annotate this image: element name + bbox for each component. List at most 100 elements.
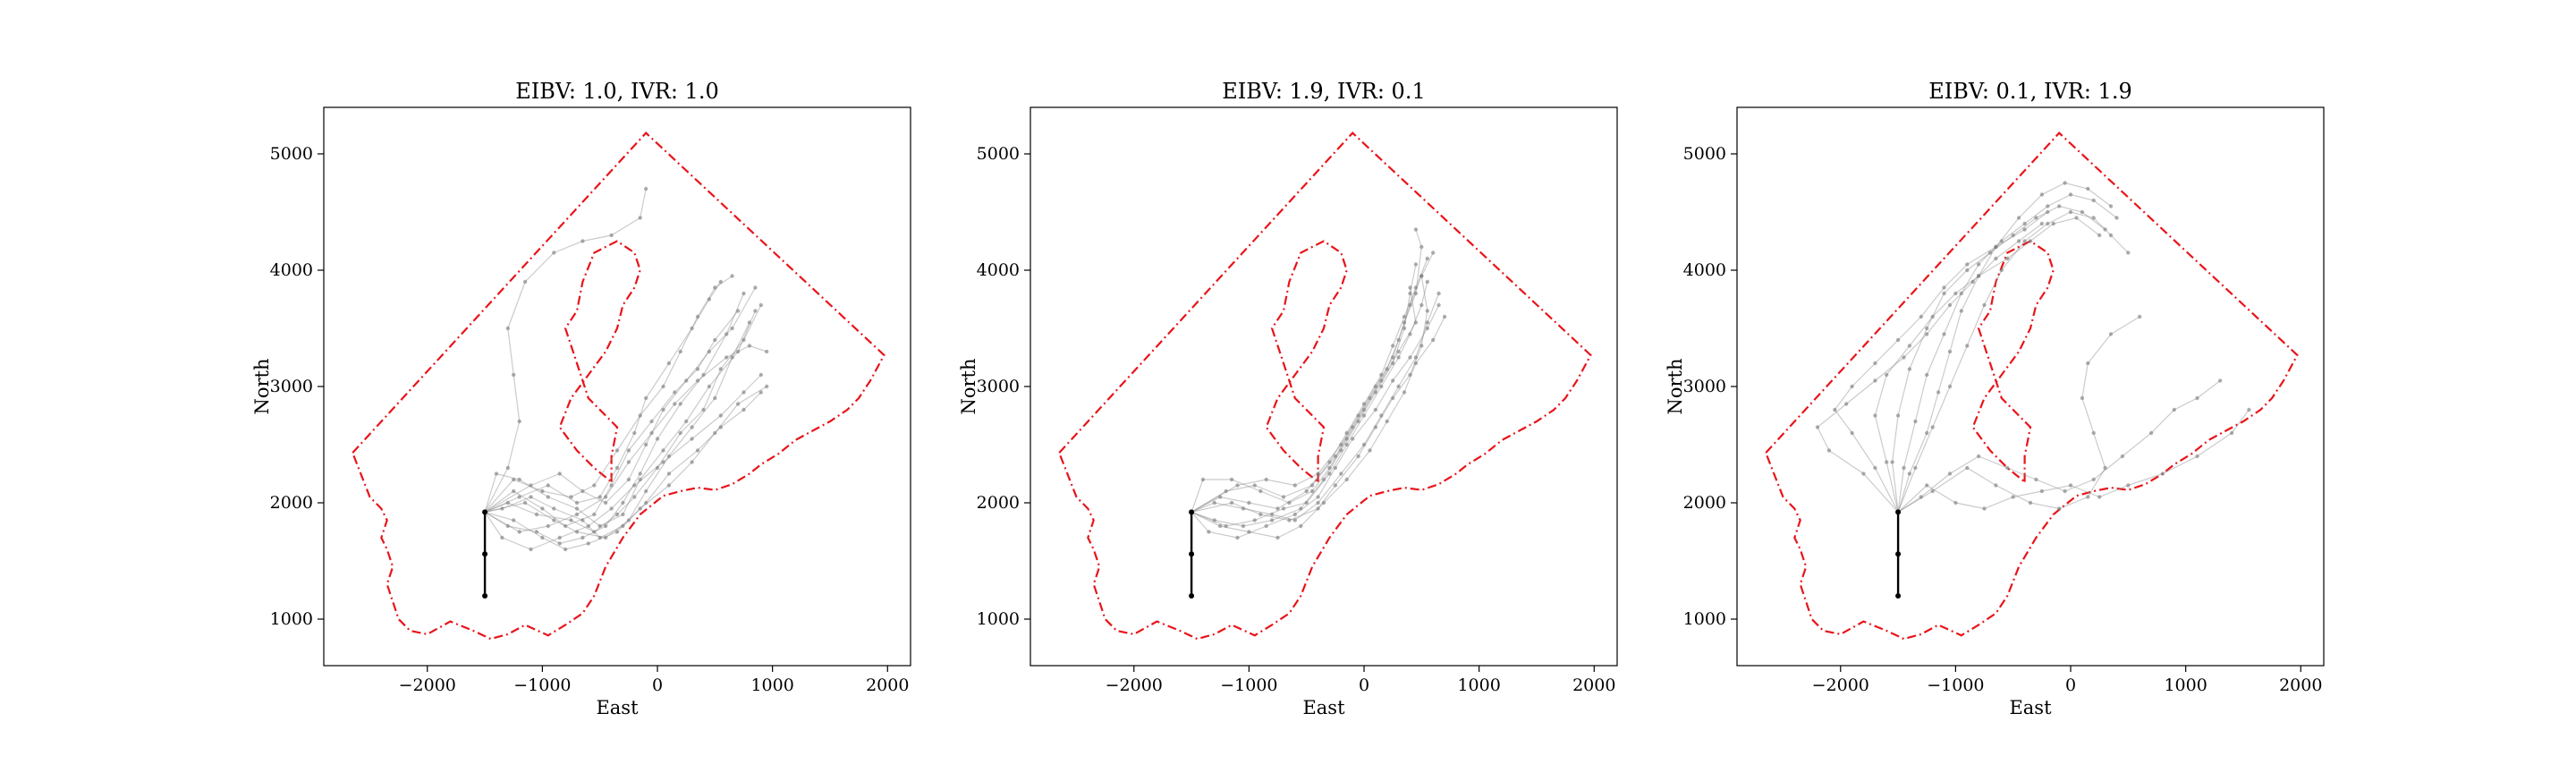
trajectory-point bbox=[1373, 407, 1378, 412]
y-tick-label: 2000 bbox=[977, 493, 1020, 513]
trajectory-point bbox=[1224, 488, 1228, 494]
trajectory-point bbox=[1408, 332, 1412, 336]
trajectory-point bbox=[1321, 477, 1326, 482]
trajectory-point bbox=[621, 512, 625, 517]
x-tick-label: 1000 bbox=[750, 675, 793, 695]
y-tick-label: 4000 bbox=[270, 260, 313, 280]
trajectory-point bbox=[1902, 355, 1906, 360]
trajectory-point bbox=[1224, 523, 1228, 529]
trajectory-point bbox=[2097, 233, 2102, 238]
trajectory-point bbox=[557, 471, 562, 476]
trajectory-point bbox=[574, 512, 580, 517]
trajectory bbox=[482, 186, 648, 514]
trajectory-point bbox=[2005, 465, 2010, 471]
trajectory-point bbox=[1241, 523, 1246, 529]
trajectory-point bbox=[2051, 221, 2055, 226]
trajectory-point bbox=[1402, 326, 1407, 331]
trajectory-point bbox=[1408, 372, 1412, 378]
trajectory-point bbox=[2172, 407, 2176, 412]
trajectory-line bbox=[484, 322, 750, 539]
x-tick-label: 0 bbox=[652, 675, 663, 695]
trajectory-point bbox=[701, 372, 706, 378]
trajectory-point bbox=[1391, 395, 1395, 401]
trajectory-point bbox=[1402, 390, 1407, 395]
trajectory-point bbox=[1235, 483, 1240, 488]
trajectory-point bbox=[1258, 488, 1263, 494]
trajectory-point bbox=[707, 384, 712, 389]
trajectory-point bbox=[505, 500, 510, 505]
boundary-inner-loop bbox=[1265, 240, 1348, 483]
trajectory-point bbox=[1396, 337, 1401, 343]
trajectory-point bbox=[1413, 285, 1419, 290]
trajectory-point bbox=[661, 407, 665, 412]
trajectory-point bbox=[1379, 384, 1384, 389]
trajectory-point bbox=[563, 523, 568, 529]
trajectory-point bbox=[1207, 530, 1211, 534]
trajectory-point bbox=[1930, 314, 1935, 319]
trajectory-point bbox=[1890, 460, 1894, 464]
trajectory-point bbox=[1436, 291, 1441, 296]
trajectory-point bbox=[1396, 384, 1401, 389]
trajectory-point bbox=[597, 535, 602, 540]
trajectory-point bbox=[1873, 378, 1877, 383]
trajectory-point bbox=[1442, 314, 1447, 319]
start-path-point bbox=[1189, 593, 1195, 599]
trajectory-point bbox=[2028, 239, 2033, 243]
x-tick-label: −1000 bbox=[1927, 675, 1984, 695]
trajectory-point bbox=[505, 465, 510, 471]
trajectory-point bbox=[1850, 430, 1854, 436]
trajectory-point bbox=[695, 448, 700, 453]
trajectory-point bbox=[713, 337, 717, 343]
trajectory-line bbox=[484, 386, 767, 550]
trajectory-point bbox=[1965, 344, 1970, 348]
trajectory-point bbox=[632, 430, 637, 436]
x-tick-label: 1000 bbox=[2164, 675, 2207, 695]
trajectory-point bbox=[1895, 337, 1901, 343]
trajectory-point bbox=[1907, 367, 1912, 371]
trajectory-point bbox=[1373, 390, 1378, 395]
trajectory-point bbox=[1419, 302, 1424, 308]
trajectory-point bbox=[614, 512, 620, 517]
trajectory-point bbox=[2039, 221, 2045, 226]
trajectory-point bbox=[2091, 477, 2096, 482]
trajectory-point bbox=[574, 500, 580, 505]
trajectory-point bbox=[718, 279, 723, 285]
trajectory-point bbox=[1252, 483, 1258, 488]
trajectory-point bbox=[1913, 419, 1918, 424]
trajectory-point bbox=[522, 279, 528, 285]
trajectory-point bbox=[1287, 500, 1292, 505]
trajectory-point bbox=[1873, 465, 1877, 471]
trajectory-point bbox=[1252, 518, 1258, 522]
trajectory-point bbox=[529, 495, 533, 499]
trajectory-point bbox=[505, 523, 510, 529]
trajectory-point bbox=[1200, 477, 1206, 482]
trajectory-point bbox=[1351, 425, 1355, 429]
trajectory-point bbox=[1947, 302, 1953, 308]
trajectory-point bbox=[557, 535, 562, 540]
trajectory-point bbox=[632, 495, 637, 499]
trajectory-point bbox=[2091, 198, 2096, 203]
start-path-point bbox=[1895, 593, 1902, 599]
subplot-title: EIBV: 1.9, IVR: 0.1 bbox=[1222, 79, 1425, 104]
trajectory-point bbox=[1930, 425, 1935, 429]
trajectory-point bbox=[1942, 285, 1946, 290]
trajectory-point bbox=[557, 541, 562, 546]
trajectory bbox=[482, 285, 758, 514]
boundary-outline bbox=[1765, 132, 2299, 641]
trajectory-point bbox=[1292, 518, 1298, 522]
y-tick-label: 5000 bbox=[270, 144, 313, 164]
trajectory-point bbox=[1373, 425, 1378, 429]
y-axis-label: North bbox=[1665, 358, 1686, 414]
trajectory-point bbox=[1292, 512, 1298, 517]
trajectory-point bbox=[644, 186, 648, 191]
trajectory-point bbox=[2195, 395, 2199, 401]
trajectory-point bbox=[1264, 523, 1268, 529]
x-tick-label: −2000 bbox=[399, 675, 456, 695]
trajectory-point bbox=[1316, 500, 1320, 505]
trajectory-point bbox=[1316, 495, 1320, 499]
trajectory-point bbox=[2039, 488, 2045, 494]
trajectory-point bbox=[1327, 465, 1332, 471]
trajectory-point bbox=[638, 216, 642, 220]
subplot-3: EIBV: 0.1, IVR: 1.9 −2000 −1000 0 1000 2000 10… bbox=[1665, 79, 2325, 718]
trajectory-point bbox=[2034, 477, 2038, 482]
